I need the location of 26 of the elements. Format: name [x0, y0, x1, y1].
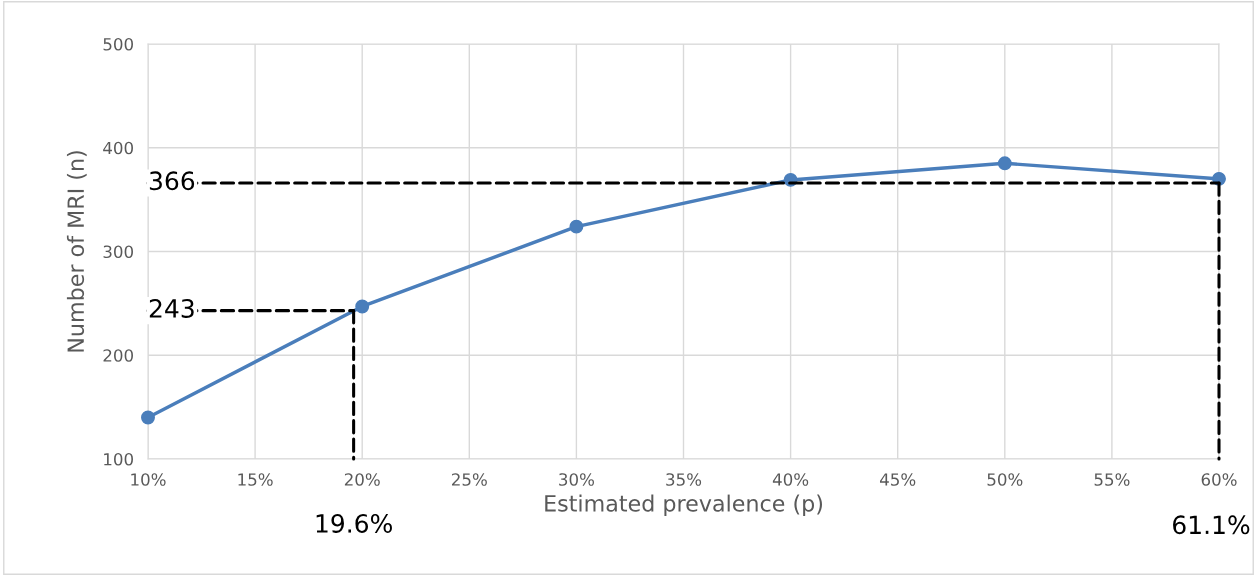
point: [997, 156, 1012, 171]
y-axis-title: Number of MRI (n): [66, 151, 87, 352]
y-tick-label: 300: [103, 245, 133, 259]
point: [355, 299, 370, 314]
text: 61.1%: [1173, 515, 1250, 535]
ref-line-label: 243: [149, 298, 194, 318]
ref-line-label: 19.6%: [316, 514, 392, 533]
x-tick-label: 50%: [987, 473, 1023, 486]
x-axis-title: Estimated prevalence (p): [545, 494, 823, 517]
y-tick-label: 100: [104, 452, 133, 466]
x-tick-label: 20%: [344, 473, 380, 486]
x-tick-label: 40%: [772, 473, 809, 486]
x-tick-label: 55%: [1094, 473, 1130, 486]
point: [141, 410, 155, 425]
x-tick-label: 60%: [1201, 473, 1237, 486]
x-tick-label: 30%: [559, 473, 594, 486]
x-tick-label: 45%: [879, 473, 916, 486]
ref-line-label: 366: [149, 171, 195, 191]
x-tick-label: 15%: [238, 473, 273, 486]
y-tick-label: 200: [103, 349, 133, 362]
x-tick-label: 10%: [131, 473, 166, 486]
point: [569, 219, 584, 234]
x-tick-label: 35%: [666, 473, 702, 486]
y-tick-label: 400: [103, 141, 133, 155]
y-tick-label: 500: [103, 37, 133, 51]
x-tick-label: 25%: [452, 473, 487, 486]
